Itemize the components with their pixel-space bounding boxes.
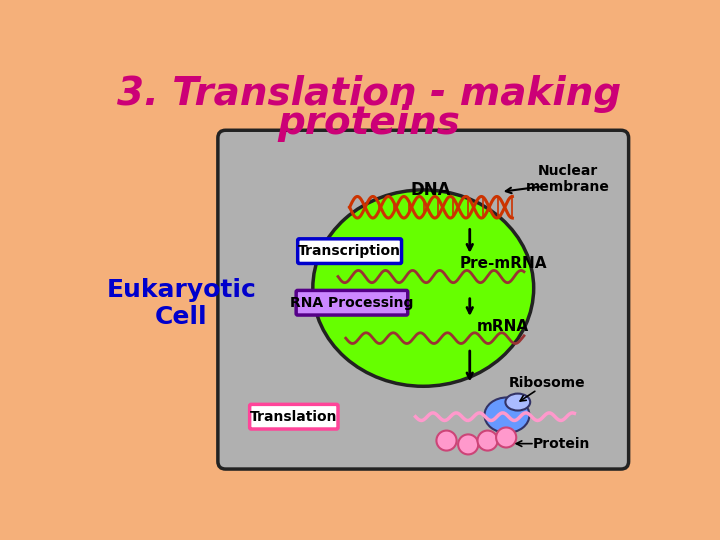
Text: DNA: DNA [410,180,451,199]
Text: Transcription: Transcription [298,244,401,258]
Text: Protein: Protein [533,437,590,451]
FancyBboxPatch shape [250,404,338,429]
Text: Nuclear
membrane: Nuclear membrane [526,164,610,194]
FancyBboxPatch shape [218,130,629,469]
Text: Eukaryotic
Cell: Eukaryotic Cell [107,278,256,329]
FancyBboxPatch shape [297,239,402,264]
Ellipse shape [485,397,529,433]
Circle shape [436,430,456,450]
Text: mRNA: mRNA [477,319,529,334]
Ellipse shape [505,394,530,410]
Text: RNA Processing: RNA Processing [290,296,413,310]
Ellipse shape [312,190,534,386]
Text: Pre-mRNA: Pre-mRNA [459,256,546,271]
Text: 3. Translation - making: 3. Translation - making [117,75,621,113]
Circle shape [458,434,478,455]
FancyBboxPatch shape [296,291,408,315]
Text: proteins: proteins [278,104,460,141]
Text: Translation: Translation [250,410,338,424]
Text: Ribosome: Ribosome [509,376,585,390]
Circle shape [477,430,498,450]
Circle shape [496,428,516,448]
